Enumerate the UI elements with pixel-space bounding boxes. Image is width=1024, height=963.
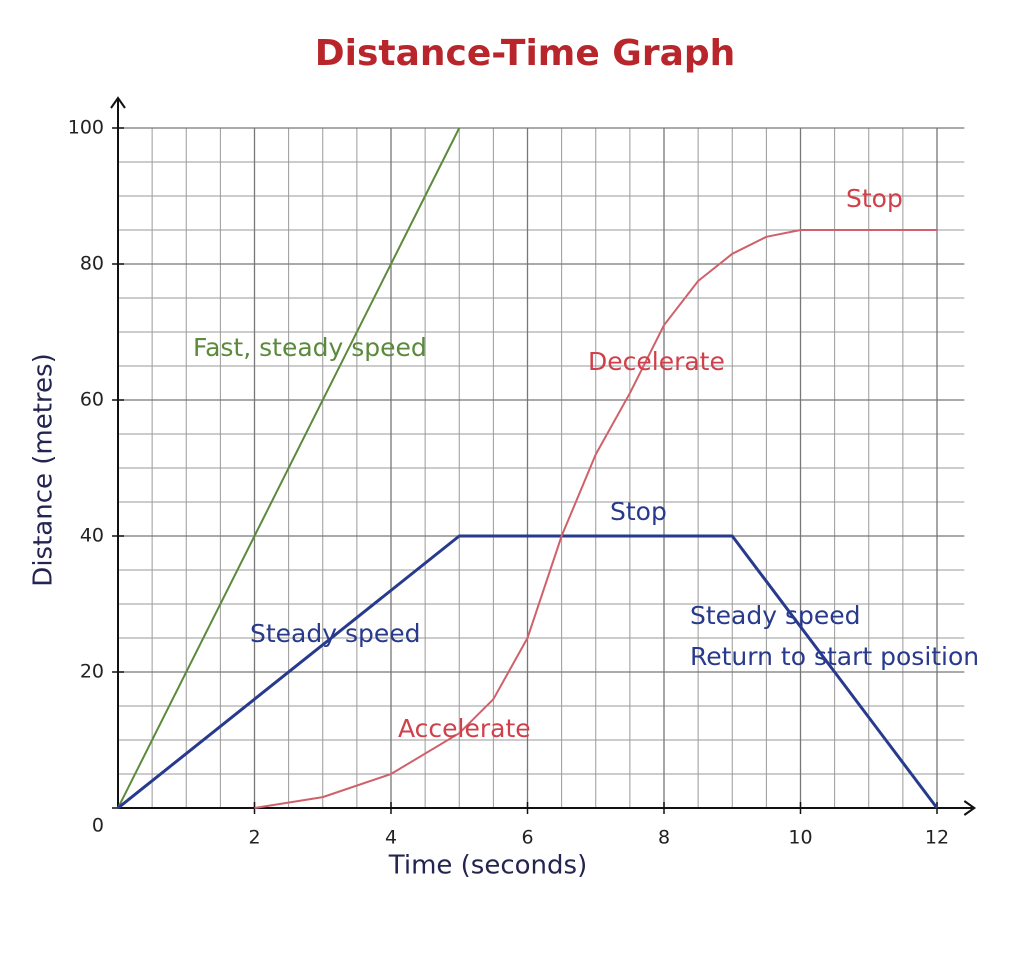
- x-tick-label: 6: [521, 827, 533, 849]
- x-axis-label: Time (seconds): [388, 851, 587, 881]
- series-line: [117, 534, 939, 810]
- annotation: Steady speed: [690, 601, 861, 630]
- y-axis-label: Distance (metres): [29, 353, 59, 586]
- x-tick-label: 10: [788, 827, 812, 849]
- annotation: Stop: [846, 184, 903, 213]
- y-tick-label: 0: [92, 815, 104, 837]
- annotation: Steady speed: [250, 619, 421, 648]
- annotations: Fast, steady speed Steady speed Stop Ste…: [193, 184, 979, 743]
- grid: 2 4 6 8 10 12 0 20 40 60 80 100: [68, 96, 977, 849]
- annotation: Accelerate: [398, 714, 531, 743]
- x-tick-label: 12: [925, 827, 949, 849]
- x-axis-arrow: [963, 800, 977, 816]
- annotation: Stop: [610, 497, 667, 526]
- y-axis-arrow: [110, 96, 126, 109]
- annotation: Fast, steady speed: [193, 333, 427, 362]
- annotation: Decelerate: [588, 347, 725, 376]
- annotation: Return to start position: [690, 642, 979, 671]
- plot: [117, 127, 939, 810]
- y-tick-label: 40: [80, 525, 104, 547]
- series-line: [117, 127, 461, 809]
- y-tick-label: 100: [68, 117, 104, 139]
- chart-title: Distance-Time Graph: [315, 33, 736, 74]
- x-tick-label: 4: [385, 827, 397, 849]
- y-tick-label: 20: [80, 661, 104, 683]
- series-line: [254, 229, 937, 809]
- y-tick-label: 60: [80, 389, 104, 411]
- x-tick-label: 8: [658, 827, 670, 849]
- x-tick-label: 2: [248, 827, 260, 849]
- y-tick-label: 80: [80, 253, 104, 275]
